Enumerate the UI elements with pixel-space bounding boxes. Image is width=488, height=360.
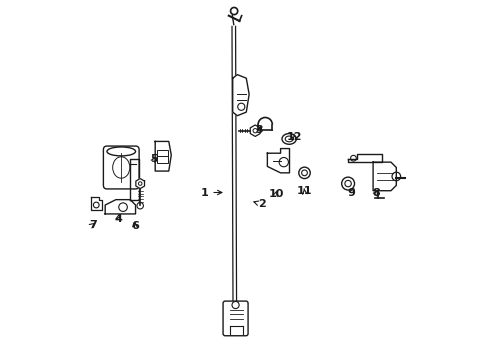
Text: 10: 10 [268, 189, 283, 199]
Polygon shape [347, 154, 381, 162]
Polygon shape [250, 125, 260, 136]
Polygon shape [267, 149, 289, 173]
Text: 4: 4 [115, 214, 122, 224]
Text: 6: 6 [131, 221, 139, 231]
Polygon shape [91, 197, 102, 210]
Text: 9: 9 [347, 188, 355, 198]
Text: 11: 11 [296, 186, 312, 197]
Polygon shape [232, 75, 248, 116]
Text: 5: 5 [150, 154, 158, 164]
FancyBboxPatch shape [157, 150, 168, 163]
Polygon shape [105, 200, 135, 214]
Text: 3: 3 [255, 125, 263, 135]
Polygon shape [372, 162, 395, 191]
Text: 12: 12 [286, 132, 302, 142]
FancyBboxPatch shape [103, 146, 139, 189]
Polygon shape [130, 158, 139, 200]
Polygon shape [136, 179, 144, 189]
Text: 7: 7 [89, 220, 96, 230]
Text: 2: 2 [253, 199, 265, 209]
FancyBboxPatch shape [223, 301, 247, 336]
Ellipse shape [107, 147, 135, 156]
Polygon shape [155, 141, 171, 171]
Text: 8: 8 [372, 188, 380, 198]
Text: 1: 1 [200, 188, 222, 198]
